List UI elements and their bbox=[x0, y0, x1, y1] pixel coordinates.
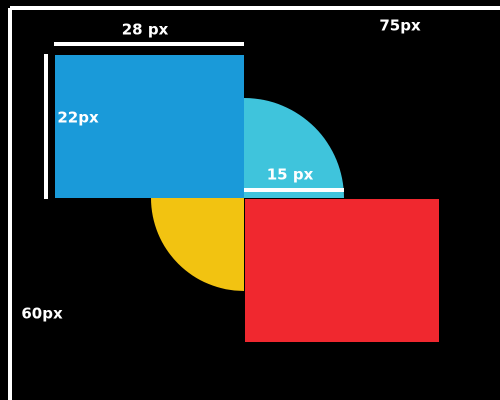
radius-label: 15 px bbox=[267, 166, 314, 184]
blue-rectangle bbox=[55, 55, 244, 198]
corner-label: 75px bbox=[379, 17, 421, 35]
yellow-quarter-circle bbox=[151, 198, 244, 291]
red-rectangle bbox=[245, 199, 439, 342]
side-label: 60px bbox=[21, 305, 63, 323]
width-label: 28 px bbox=[122, 21, 169, 39]
height-label: 22px bbox=[57, 109, 99, 127]
cyan-quarter-circle bbox=[244, 98, 344, 198]
